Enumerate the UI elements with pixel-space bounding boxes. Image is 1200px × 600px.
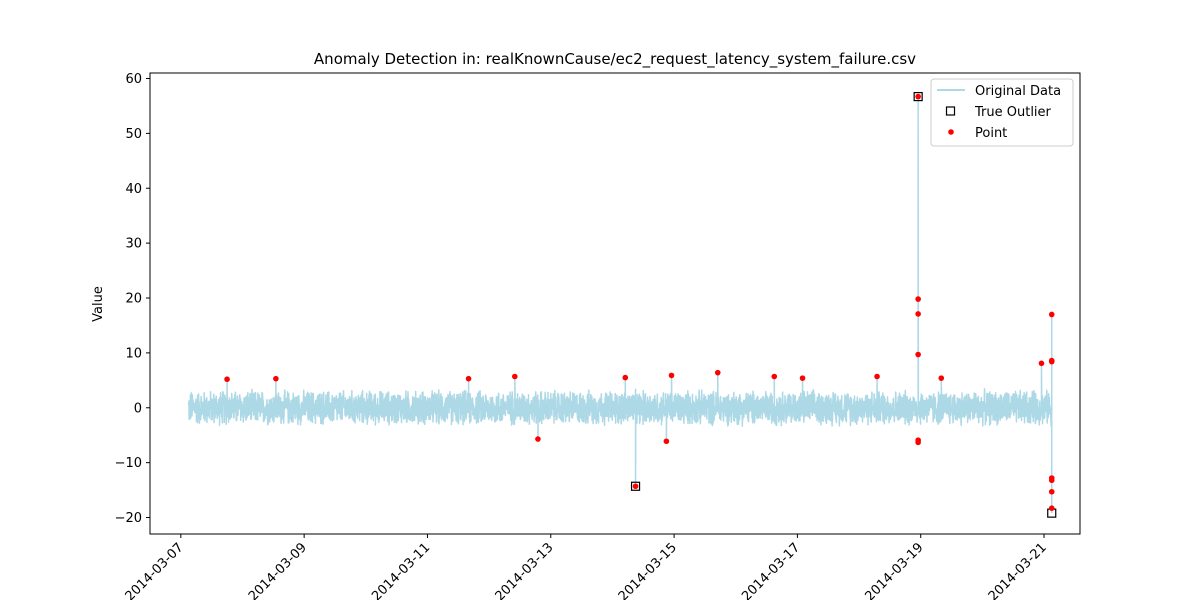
point-marker bbox=[915, 296, 921, 302]
point-marker bbox=[915, 93, 921, 100]
point-marker bbox=[535, 436, 541, 442]
point-marker bbox=[273, 375, 279, 382]
y-tick-label: 50 bbox=[125, 127, 142, 142]
chart-title: Anomaly Detection in: realKnownCause/ec2… bbox=[314, 50, 916, 69]
point-marker bbox=[915, 311, 921, 317]
point-marker bbox=[874, 373, 880, 380]
point-marker bbox=[465, 375, 472, 382]
legend-label-point: Point bbox=[975, 126, 1007, 141]
plot-area bbox=[187, 91, 1057, 518]
y-tick-label: 60 bbox=[125, 72, 142, 87]
point-marker bbox=[1048, 358, 1055, 365]
y-tick-label: −20 bbox=[115, 511, 142, 526]
legend-dot-icon bbox=[948, 129, 954, 135]
point-marker bbox=[799, 375, 806, 381]
point-marker bbox=[668, 372, 675, 379]
y-tick-label: 10 bbox=[125, 346, 142, 361]
point-marker bbox=[622, 374, 629, 381]
point-marker bbox=[663, 438, 670, 445]
original-data-line bbox=[187, 95, 1053, 514]
legend-label-original-data: Original Data bbox=[975, 84, 1061, 99]
point-marker bbox=[512, 373, 518, 380]
y-tick-label: 30 bbox=[125, 237, 142, 252]
point-marker bbox=[1048, 488, 1055, 495]
point-marker bbox=[771, 373, 778, 380]
legend: Original Data True Outlier Point bbox=[930, 78, 1074, 147]
series-point bbox=[224, 93, 1055, 512]
point-marker bbox=[1048, 477, 1055, 484]
y-tick-label: 20 bbox=[125, 292, 142, 307]
point-marker bbox=[224, 376, 230, 383]
point-marker bbox=[632, 483, 639, 490]
point-marker bbox=[1048, 311, 1055, 318]
y-axis: −20 −10 0 10 20 30 40 50 60 bbox=[115, 72, 150, 526]
y-tick-label: 40 bbox=[125, 182, 142, 197]
point-marker bbox=[1048, 505, 1055, 512]
legend-label-true-outlier: True Outlier bbox=[974, 105, 1052, 120]
legend-box bbox=[930, 78, 1074, 147]
point-marker bbox=[915, 439, 921, 446]
plot-frame bbox=[149, 72, 1081, 535]
point-marker bbox=[915, 351, 921, 358]
point-marker bbox=[1038, 360, 1045, 367]
y-tick-label: 0 bbox=[134, 401, 142, 416]
true-outlier-marker bbox=[913, 91, 923, 102]
y-axis-label: Value bbox=[91, 286, 106, 322]
legend-square-icon bbox=[945, 106, 956, 116]
point-marker bbox=[938, 375, 945, 381]
series-true-outlier bbox=[630, 91, 1057, 518]
point-marker bbox=[714, 369, 721, 376]
series-original-data bbox=[187, 95, 1053, 514]
true-outlier-marker bbox=[630, 481, 641, 491]
y-tick-label: −10 bbox=[115, 456, 142, 471]
